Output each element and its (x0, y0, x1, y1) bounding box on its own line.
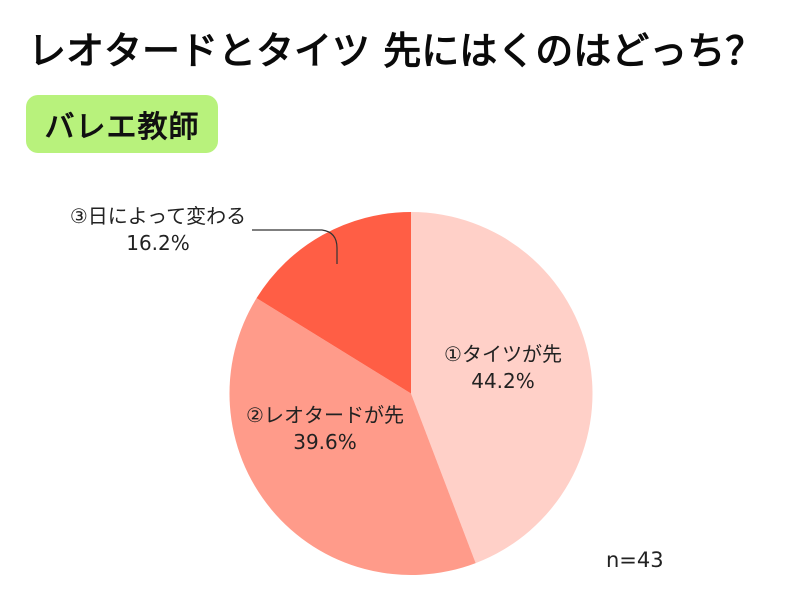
slice-3-category: ③日によって変わる (69, 204, 247, 228)
slice-1-value: 44.2% (471, 369, 535, 393)
slice-3-value: 16.2% (126, 231, 190, 255)
respondent-group-badge: バレエ教師 (26, 95, 218, 153)
slice-label-1: ①タイツが先 44.2% (430, 341, 576, 395)
slice-label-2: ②レオタードが先 39.6% (232, 402, 418, 456)
pie-slice-3 (256, 212, 411, 394)
pie-slice-1 (411, 212, 593, 564)
leader-line (252, 229, 338, 264)
slice-2-category: ②レオタードが先 (246, 403, 404, 427)
pie-slice-2 (229, 298, 476, 575)
respondent-group-label: バレエ教師 (44, 110, 200, 145)
slice-1-category: ①タイツが先 (444, 342, 562, 366)
chart-title: レオタードとタイツ 先にはくのはどっち？ (28, 29, 764, 73)
slice-2-value: 39.6% (293, 430, 357, 454)
slice-label-3: ③日によって変わる 16.2% (60, 203, 256, 257)
sample-size: n=43 (606, 548, 664, 572)
